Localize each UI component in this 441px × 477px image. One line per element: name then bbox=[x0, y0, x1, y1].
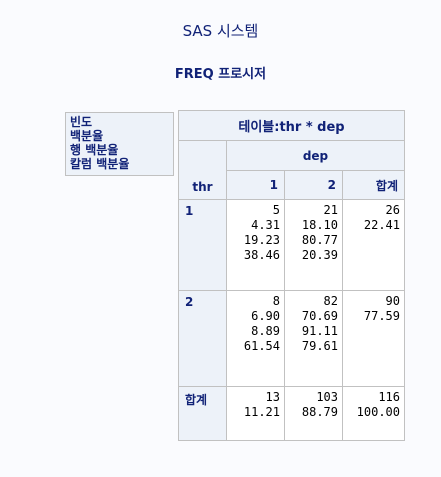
table-caption: 테이블:thr * dep bbox=[178, 110, 405, 141]
legend-row-percent: 행 백분율 bbox=[70, 143, 119, 157]
row-var-header: thr bbox=[178, 140, 227, 200]
legend-percent: 백분율 bbox=[70, 129, 104, 143]
statistics-legend: 빈도 백분율 행 백분율 칼럼 백분율 bbox=[65, 112, 174, 176]
table-cell: 21 18.10 80.77 20.39 bbox=[284, 199, 343, 291]
table-cell: 5 4.31 19.23 38.46 bbox=[226, 199, 285, 291]
row-label-1: 1 bbox=[178, 199, 227, 291]
report-title: SAS 시스템 bbox=[182, 22, 259, 40]
table-cell: 8 6.90 8.89 61.54 bbox=[226, 290, 285, 387]
table-cell: 13 11.21 bbox=[226, 386, 285, 441]
row-label-2: 2 bbox=[178, 290, 227, 387]
procedure-title: FREQ 프로시저 bbox=[174, 67, 267, 82]
col-header-1: 1 bbox=[226, 170, 285, 200]
table-cell: 82 70.69 91.11 79.61 bbox=[284, 290, 343, 387]
legend-col-percent: 칼럼 백분율 bbox=[70, 157, 130, 171]
table-cell: 116 100.00 bbox=[342, 386, 405, 441]
col-var-header: dep bbox=[226, 140, 405, 171]
legend-frequency: 빈도 bbox=[70, 115, 93, 129]
table-cell: 103 88.79 bbox=[284, 386, 343, 441]
col-header-total: 합계 bbox=[342, 170, 405, 200]
table-cell: 90 77.59 bbox=[342, 290, 405, 387]
frequency-table: 테이블:thr * dep thr dep 1 2 합계 1 5 4.31 19… bbox=[178, 110, 405, 441]
table-cell: 26 22.41 bbox=[342, 199, 405, 291]
row-label-total: 합계 bbox=[178, 386, 227, 441]
col-header-2: 2 bbox=[284, 170, 343, 200]
